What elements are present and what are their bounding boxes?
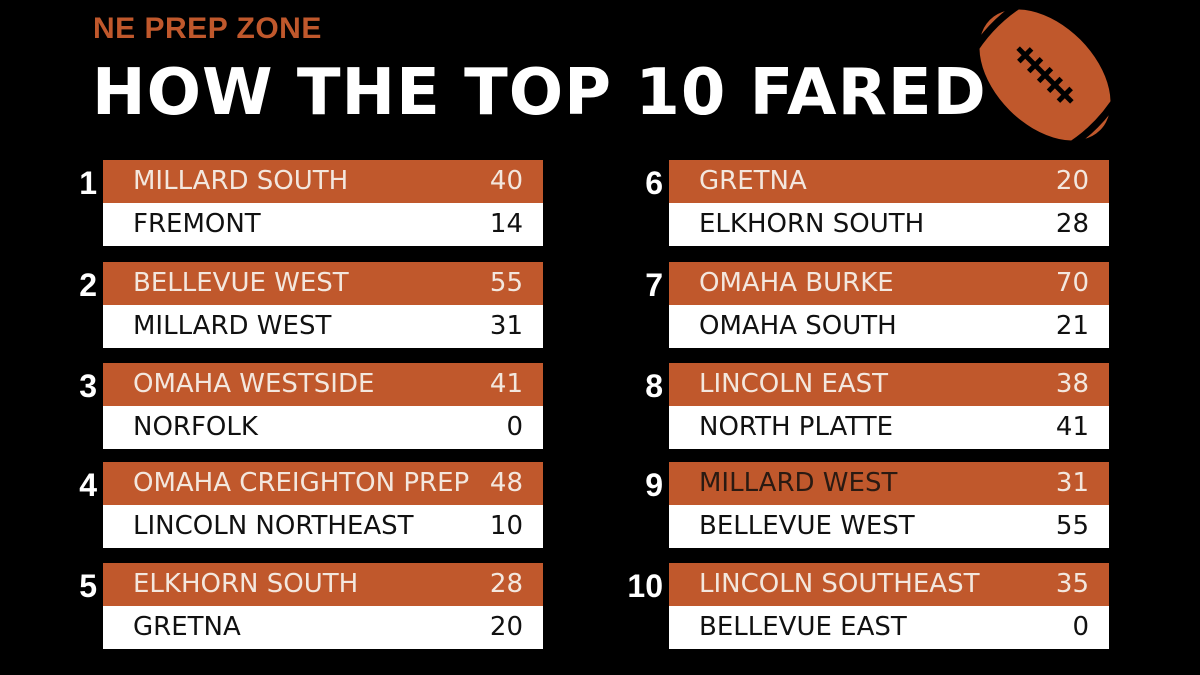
rank-number: 6	[645, 165, 663, 201]
rank-number: 1	[79, 165, 97, 201]
team-name: OMAHA CREIGHTON PREP	[133, 468, 470, 498]
team-name: BELLEVUE WEST	[133, 268, 349, 298]
team-score: 55	[1055, 511, 1089, 541]
opponent-row: BELLEVUE EAST 0	[669, 606, 1109, 649]
team-score: 35	[1055, 569, 1089, 599]
winner-row: ELKHORN SOUTH 28	[103, 563, 543, 606]
team-score: 20	[1055, 166, 1089, 196]
team-name: LINCOLN SOUTHEAST	[699, 569, 980, 599]
team-name: LINCOLN NORTHEAST	[133, 511, 414, 541]
game-card: 8 LINCOLN EAST 38 NORTH PLATTE 41	[645, 363, 1109, 449]
winner-row: BELLEVUE WEST 55	[103, 262, 543, 305]
team-score: 31	[489, 311, 523, 341]
winner-row: LINCOLN EAST 38	[669, 363, 1109, 406]
rank-number: 8	[645, 368, 663, 404]
opponent-row: NORTH PLATTE 41	[669, 406, 1109, 449]
winner-row: OMAHA BURKE 70	[669, 262, 1109, 305]
team-name: OMAHA WESTSIDE	[133, 369, 375, 399]
opponent-row: FREMONT 14	[103, 203, 543, 246]
team-name: OMAHA BURKE	[699, 268, 894, 298]
brand-label: NE PREP ZONE	[93, 12, 322, 45]
opponent-row: NORFOLK 0	[103, 406, 543, 449]
game-card: 3 OMAHA WESTSIDE 41 NORFOLK 0	[79, 363, 543, 449]
winner-row: MILLARD SOUTH 40	[103, 160, 543, 203]
team-name: OMAHA SOUTH	[699, 311, 897, 341]
rank-number: 10	[627, 568, 663, 604]
team-name: GRETNA	[133, 612, 241, 642]
team-score: 48	[489, 468, 523, 498]
team-name: MILLARD WEST	[133, 311, 332, 341]
team-score: 0	[506, 412, 523, 442]
rank-number: 5	[79, 568, 97, 604]
opponent-row: ELKHORN SOUTH 28	[669, 203, 1109, 246]
opponent-row: GRETNA 20	[103, 606, 543, 649]
team-score: 28	[489, 569, 523, 599]
game-card: 4 OMAHA CREIGHTON PREP 48 LINCOLN NORTHE…	[79, 462, 543, 548]
team-score: 55	[489, 268, 523, 298]
team-score: 31	[1055, 468, 1089, 498]
game-card: 9 MILLARD WEST 31 BELLEVUE WEST 55	[645, 462, 1109, 548]
opponent-row: LINCOLN NORTHEAST 10	[103, 505, 543, 548]
team-score: 0	[1072, 612, 1089, 642]
winner-row: OMAHA CREIGHTON PREP 48	[103, 462, 543, 505]
team-score: 70	[1055, 268, 1089, 298]
rank-number: 7	[645, 267, 663, 303]
team-score: 28	[1055, 209, 1089, 239]
game-card: 5 ELKHORN SOUTH 28 GRETNA 20	[79, 563, 543, 649]
game-card: 1 MILLARD SOUTH 40 FREMONT 14	[79, 160, 543, 246]
rank-number: 3	[79, 368, 97, 404]
team-score: 38	[1055, 369, 1089, 399]
team-score: 21	[1055, 311, 1089, 341]
team-score: 10	[489, 511, 523, 541]
team-name: MILLARD WEST	[699, 468, 898, 498]
team-name: FREMONT	[133, 209, 261, 239]
team-score: 41	[1055, 412, 1089, 442]
team-score: 40	[489, 166, 523, 196]
team-name: ELKHORN SOUTH	[133, 569, 359, 599]
game-card: 10 LINCOLN SOUTHEAST 35 BELLEVUE EAST 0	[627, 563, 1109, 649]
team-score: 20	[489, 612, 523, 642]
team-name: NORFOLK	[133, 412, 258, 442]
team-name: GRETNA	[699, 166, 807, 196]
team-name: BELLEVUE EAST	[699, 612, 907, 642]
rank-number: 2	[79, 267, 97, 303]
game-card: 2 BELLEVUE WEST 55 MILLARD WEST 31	[79, 262, 543, 348]
team-name: ELKHORN SOUTH	[699, 209, 925, 239]
team-name: MILLARD SOUTH	[133, 166, 349, 196]
football-icon	[967, 0, 1123, 150]
game-card: 7 OMAHA BURKE 70 OMAHA SOUTH 21	[645, 262, 1109, 348]
winner-row: LINCOLN SOUTHEAST 35	[669, 563, 1109, 606]
rank-number: 4	[79, 467, 97, 503]
game-card: 6 GRETNA 20 ELKHORN SOUTH 28	[645, 160, 1109, 246]
opponent-row: MILLARD WEST 31	[103, 305, 543, 348]
opponent-row: OMAHA SOUTH 21	[669, 305, 1109, 348]
opponent-row: BELLEVUE WEST 55	[669, 505, 1109, 548]
team-score: 14	[489, 209, 523, 239]
team-name: LINCOLN EAST	[699, 369, 889, 399]
team-name: BELLEVUE WEST	[699, 511, 915, 541]
winner-row: GRETNA 20	[669, 160, 1109, 203]
page-title: HOW THE TOP 10 FARED	[92, 56, 987, 130]
team-score: 41	[489, 369, 523, 399]
winner-row: OMAHA WESTSIDE 41	[103, 363, 543, 406]
rank-number: 9	[645, 467, 663, 503]
winner-row: MILLARD WEST 31	[669, 462, 1109, 505]
team-name: NORTH PLATTE	[699, 412, 894, 442]
